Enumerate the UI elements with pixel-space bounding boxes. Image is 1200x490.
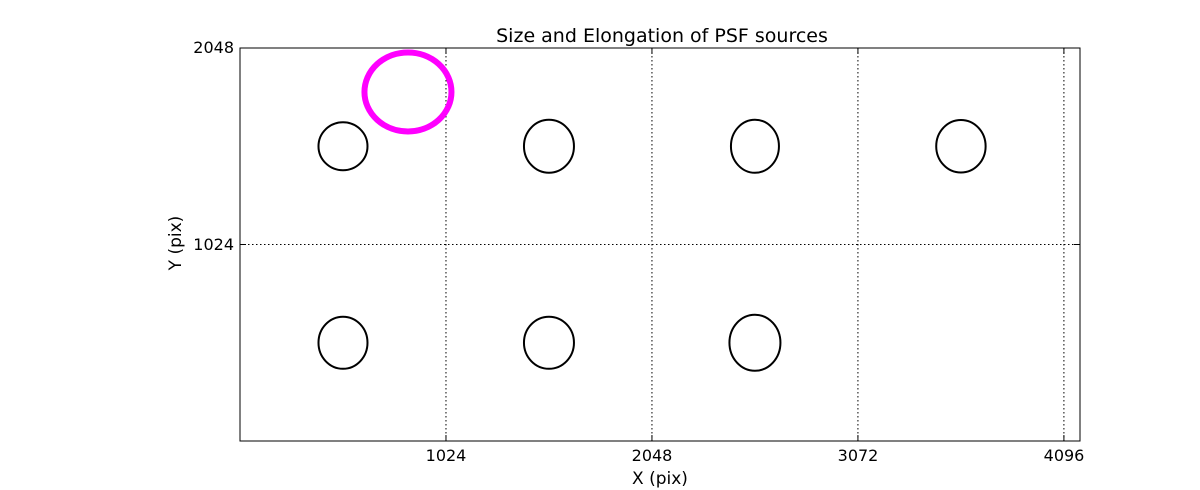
psf-source-ellipse bbox=[317, 315, 369, 370]
psf-source-ellipse bbox=[522, 315, 575, 370]
y-tick-label-1024: 1024 bbox=[193, 235, 234, 254]
highlighted-psf-ellipse bbox=[361, 49, 455, 135]
x-tick-label-1024: 1024 bbox=[425, 446, 467, 465]
plot-title: Size and Elongation of PSF sources bbox=[496, 25, 828, 47]
psf-source-ellipse bbox=[728, 313, 782, 372]
x-tick-label-2048: 2048 bbox=[631, 446, 673, 465]
y-tick-label-2048: 2048 bbox=[193, 38, 234, 57]
axes-frame bbox=[239, 47, 1081, 442]
psf-source-ellipse bbox=[729, 118, 780, 174]
psf-source-ellipse bbox=[317, 121, 369, 172]
psf-source-ellipse bbox=[935, 118, 987, 174]
x-axis-label: X (pix) bbox=[632, 469, 688, 489]
x-tick-label-4096: 4096 bbox=[1043, 446, 1085, 465]
psf-source-ellipse bbox=[522, 118, 575, 174]
x-tick-label-3072: 3072 bbox=[837, 446, 879, 465]
